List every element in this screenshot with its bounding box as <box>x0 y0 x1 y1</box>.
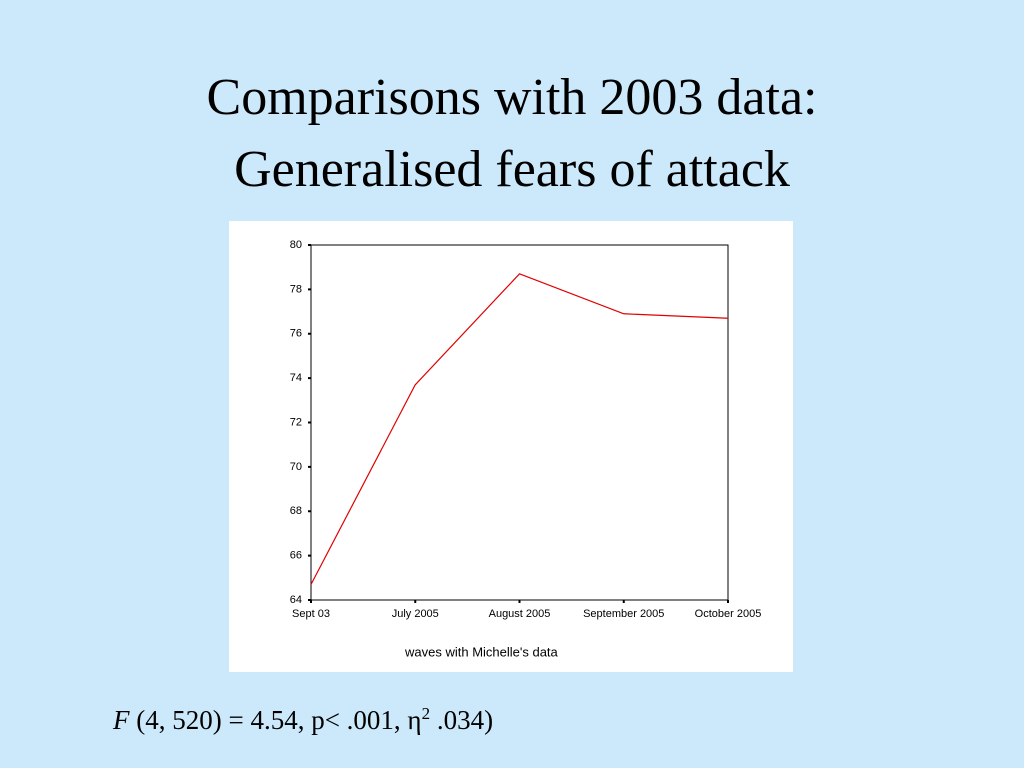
y-tick-label: 78 <box>290 283 302 295</box>
y-tick-label: 68 <box>290 505 302 517</box>
stat-rest: .034) <box>430 705 494 735</box>
x-axis-label: waves with Michelle's data <box>404 644 559 659</box>
y-tick-label: 72 <box>290 416 302 428</box>
data-line <box>310 273 729 585</box>
y-tick-label: 64 <box>290 594 302 606</box>
y-tick-label: 80 <box>290 239 302 251</box>
x-tick-label: October 2005 <box>695 608 762 620</box>
plot-frame <box>310 244 729 601</box>
stat-symbol: F <box>113 705 130 735</box>
y-tick-label: 70 <box>290 461 302 473</box>
slide-title: Generalised fears of attack <box>234 141 790 198</box>
y-tick-label: 76 <box>290 328 302 340</box>
stat-sup: 2 <box>421 704 431 723</box>
chart-background <box>229 221 793 672</box>
x-tick-label: Sept 03 <box>292 608 330 620</box>
x-tick-label: August 2005 <box>489 608 551 620</box>
slide-title: Comparisons with 2003 data: <box>206 69 818 126</box>
x-tick-label: July 2005 <box>392 608 439 620</box>
statistic: F (4, 520) = 4.54, p< .001, η2 .034) <box>113 704 493 736</box>
y-tick-label: 74 <box>290 372 302 384</box>
stat-text: (4, 520) = 4.54, p< .001, η <box>129 705 422 735</box>
y-tick-label: 66 <box>290 550 302 562</box>
x-tick-label: September 2005 <box>583 608 664 620</box>
